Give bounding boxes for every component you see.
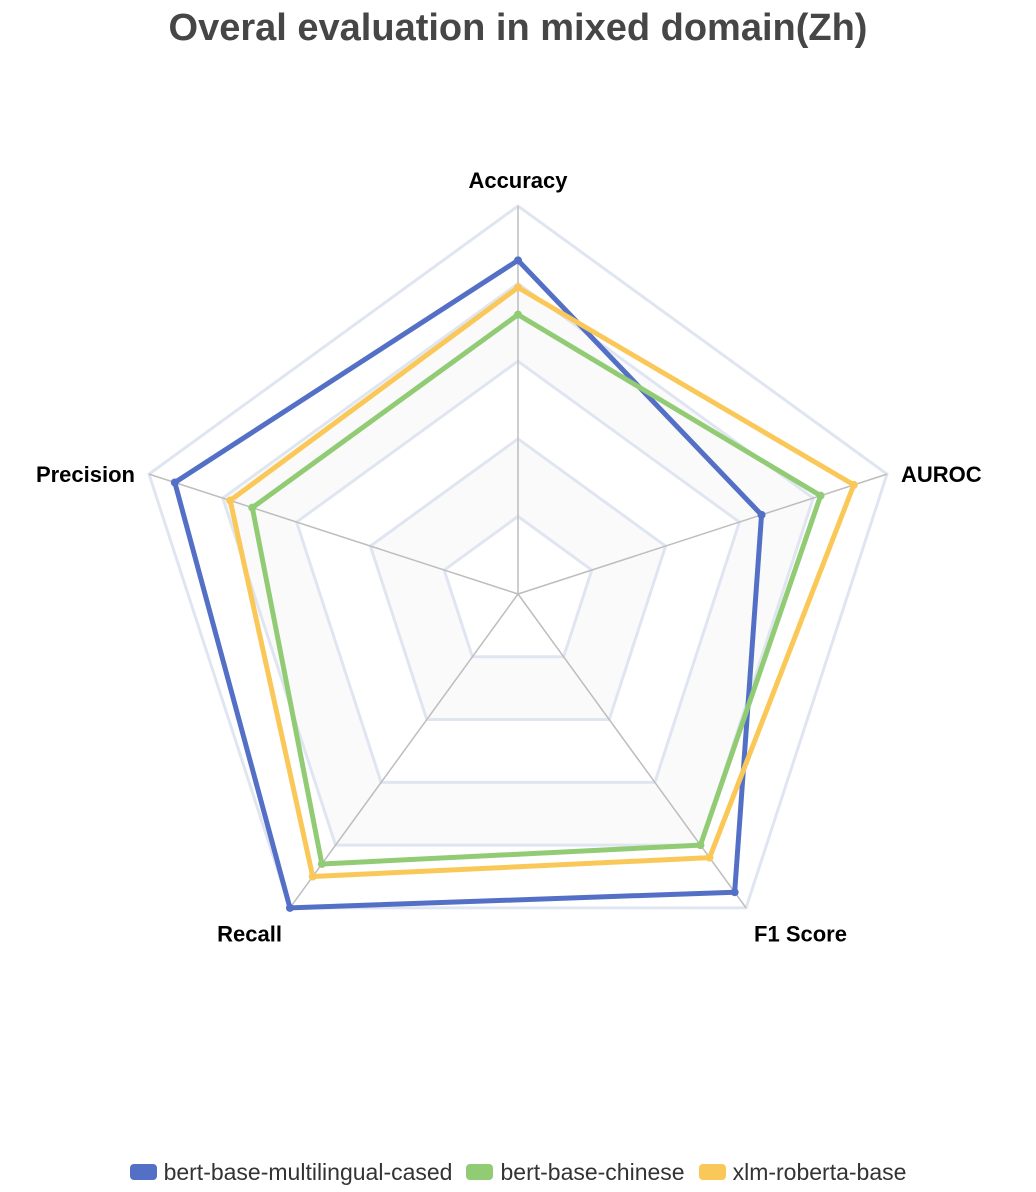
radar-axis-lines [148,206,888,909]
chart-title: Overal evaluation in mixed domain(Zh) [168,7,868,49]
series-point [308,872,317,881]
series-point [170,478,179,487]
radar-series-layer [170,256,858,912]
grid-ring [442,514,594,659]
radar-axis-labels: Accuracy AUROC F1 Score Recall Precision [36,168,982,946]
series-point [849,480,858,489]
radar-chart: Accuracy AUROC F1 Score Recall Precision [36,168,982,946]
legend: bert-base-multilingual-cased bert-base-ch… [0,1152,1036,1192]
axis-label: F1 Score [754,921,847,946]
series-point [514,283,522,292]
series-point [514,256,522,265]
legend-item[interactable]: bert-base-multilingual-cased [129,1158,453,1186]
series-line [172,257,765,911]
axis-line [148,473,519,595]
grid-ring [147,204,889,910]
series-line [249,312,824,867]
axis-label: AUROC [901,462,982,487]
legend-label: bert-base-multilingual-cased [163,1158,453,1185]
series-point [816,491,825,500]
legend-swatch [698,1164,726,1180]
series-point [226,496,235,505]
series-bert-base-multilingual-cased [170,256,766,912]
grid-ring [294,359,742,784]
axis-label: Precision [36,462,135,487]
series-point [285,903,294,912]
axis-line [289,593,519,909]
series-point [696,841,705,850]
series-point [757,510,766,519]
axis-label: Recall [217,921,282,946]
series-line [227,284,857,880]
axis-line [517,473,888,595]
axis-label: Accuracy [468,168,568,193]
legend-label: bert-base-chinese [500,1158,685,1185]
legend-item[interactable]: bert-base-chinese [466,1158,685,1186]
series-point [705,853,714,862]
legend-label: xlm-roberta-base [732,1158,907,1185]
legend-swatch [129,1164,157,1180]
series-point [317,859,326,868]
series-bert-base-chinese [248,310,825,868]
series-point [514,310,522,319]
series-xlm-roberta-base [226,283,858,881]
grid-ring [368,436,668,722]
legend-item[interactable]: xlm-roberta-base [698,1158,907,1186]
legend-swatch [466,1164,494,1180]
series-point [248,503,257,512]
series-point [730,888,739,897]
